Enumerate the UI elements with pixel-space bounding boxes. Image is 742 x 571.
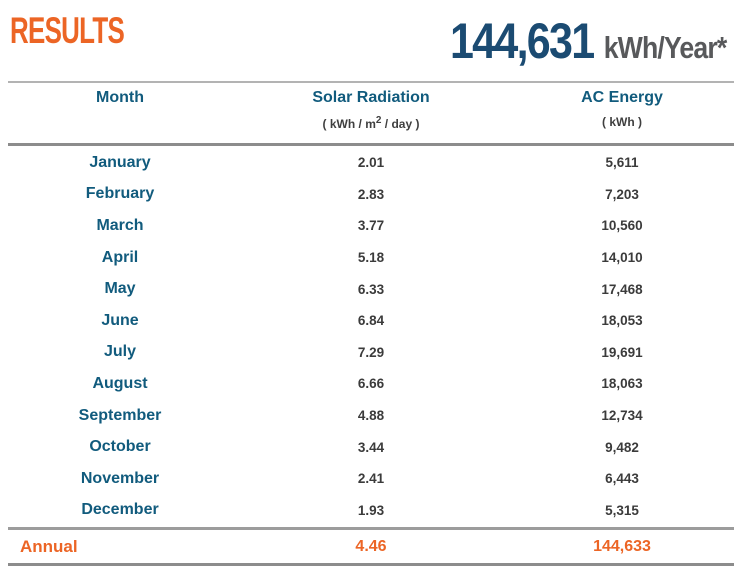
table-row: October 3.44 9,482	[0, 431, 742, 463]
ac-energy-cell: 5,315	[605, 502, 639, 518]
column-header-month: Month	[96, 89, 144, 106]
table-header: Month Solar Radiation ( kWh / m2 / day )…	[0, 89, 742, 131]
month-cell: September	[78, 406, 162, 424]
ac-energy-cell: 18,053	[601, 313, 643, 329]
column-header-solar-radiation: Solar Radiation ( kWh / m2 / day )	[240, 89, 502, 131]
divider-above-annual	[8, 527, 734, 530]
month-cell: February	[85, 185, 155, 203]
solar-radiation-cell: 2.01	[357, 155, 385, 171]
solar-radiation-cell: 4.88	[357, 408, 385, 424]
annual-ac-energy-value: 144,633	[593, 537, 651, 555]
table-row: January 2.01 5,611	[0, 147, 742, 179]
column-header-ac-energy: AC Energy ( kWh )	[502, 89, 742, 131]
annual-output-value: 144,631	[449, 13, 595, 69]
annual-solar-radiation-value: 4.46	[355, 537, 387, 555]
ac-energy-cell: 10,560	[601, 218, 643, 234]
ac-energy-cell: 12,734	[601, 408, 643, 424]
ac-energy-unit: ( kWh )	[602, 115, 642, 129]
table-body: January 2.01 5,611 February 2.83 7,203 March 3.…	[0, 147, 742, 526]
divider-under-title	[8, 81, 734, 83]
ac-energy-cell: 9,482	[605, 439, 639, 455]
table-row: November 2.41 6,443	[0, 463, 742, 495]
annual-row: Annual 4.46 144,633	[0, 531, 742, 562]
table-row: March 3.77 10,560	[0, 210, 742, 242]
month-cell: June	[101, 311, 139, 329]
solar-radiation-cell: 6.66	[357, 376, 385, 392]
table-row: August 6.66 18,063	[0, 368, 742, 400]
annual-label: Annual	[20, 536, 78, 556]
ac-energy-cell: 19,691	[601, 344, 643, 360]
table-row: February 2.83 7,203	[0, 179, 742, 211]
solar-radiation-cell: 2.41	[357, 471, 385, 487]
month-cell: July	[103, 343, 136, 361]
divider-bottom	[8, 563, 734, 566]
solar-radiation-cell: 6.33	[357, 281, 385, 297]
solar-radiation-cell: 1.93	[357, 502, 385, 518]
month-cell: May	[104, 280, 136, 298]
table-row: May 6.33 17,468	[0, 273, 742, 305]
divider-under-header	[8, 143, 734, 146]
month-cell: August	[92, 374, 148, 392]
table-row: December 1.93 5,315	[0, 495, 742, 527]
table-row: September 4.88 12,734	[0, 400, 742, 432]
table-row: July 7.29 19,691	[0, 337, 742, 369]
ac-energy-cell: 7,203	[605, 186, 639, 202]
page-title: RESULTS	[10, 10, 125, 51]
solar-radiation-cell: 3.77	[357, 218, 385, 234]
month-cell: November	[80, 469, 160, 487]
table-row: April 5.18 14,010	[0, 242, 742, 274]
month-cell: October	[89, 438, 151, 456]
month-cell: December	[81, 501, 159, 519]
ac-energy-cell: 18,063	[601, 376, 643, 392]
ac-energy-cell: 5,611	[605, 155, 639, 171]
ac-energy-cell: 17,468	[601, 281, 643, 297]
solar-radiation-cell: 5.18	[357, 250, 385, 266]
solar-radiation-cell: 6.84	[357, 313, 385, 329]
month-cell: April	[101, 248, 139, 266]
solar-radiation-cell: 7.29	[357, 344, 385, 360]
annual-output: 144,631 kWh/Year*	[449, 12, 727, 70]
ac-energy-cell: 14,010	[601, 250, 643, 266]
month-cell: January	[89, 153, 151, 171]
annual-output-unit: kWh/Year*	[603, 30, 727, 65]
solar-radiation-cell: 2.83	[357, 186, 385, 202]
solar-radiation-cell: 3.44	[357, 439, 385, 455]
solar-radiation-unit: ( kWh / m2 / day )	[322, 115, 420, 131]
ac-energy-cell: 6,443	[605, 471, 639, 487]
month-cell: March	[96, 216, 144, 234]
table-row: June 6.84 18,053	[0, 305, 742, 337]
